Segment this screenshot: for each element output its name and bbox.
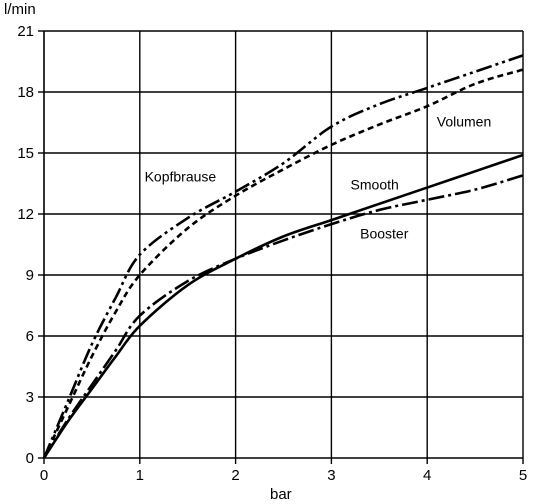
x-tick-label: 2 — [231, 467, 239, 484]
y-axis-title: l/min — [4, 1, 36, 18]
series-line-booster — [42, 174, 524, 459]
series-label: Kopfbrause — [145, 168, 217, 184]
y-tick-label: 21 — [17, 23, 34, 40]
series-label: Booster — [360, 225, 409, 241]
x-tick-label: 1 — [136, 467, 144, 484]
x-tick-label: 0 — [40, 467, 48, 484]
series-label: Smooth — [351, 177, 399, 193]
series-line-smooth — [42, 153, 524, 459]
y-tick-label: 9 — [26, 267, 34, 284]
y-tick-label: 18 — [17, 84, 34, 101]
series-label: Volumen — [437, 114, 491, 130]
x-tick-label: 4 — [423, 467, 431, 484]
x-tick-label: 3 — [327, 467, 335, 484]
y-tick-label: 0 — [26, 450, 34, 467]
y-tick-label: 3 — [26, 389, 34, 406]
x-axis-title: bar — [270, 486, 292, 503]
series-line-kopfbrause — [42, 54, 524, 459]
series-line-volumen — [42, 68, 524, 459]
x-tick-label: 5 — [519, 467, 527, 484]
series-group — [42, 54, 524, 459]
axes — [38, 30, 524, 464]
y-tick-label: 15 — [17, 145, 34, 162]
y-tick-label: 6 — [26, 328, 34, 345]
y-tick-label: 12 — [17, 206, 34, 223]
series-labels: Kopfbrause Volumen Smooth Booster — [145, 114, 492, 242]
